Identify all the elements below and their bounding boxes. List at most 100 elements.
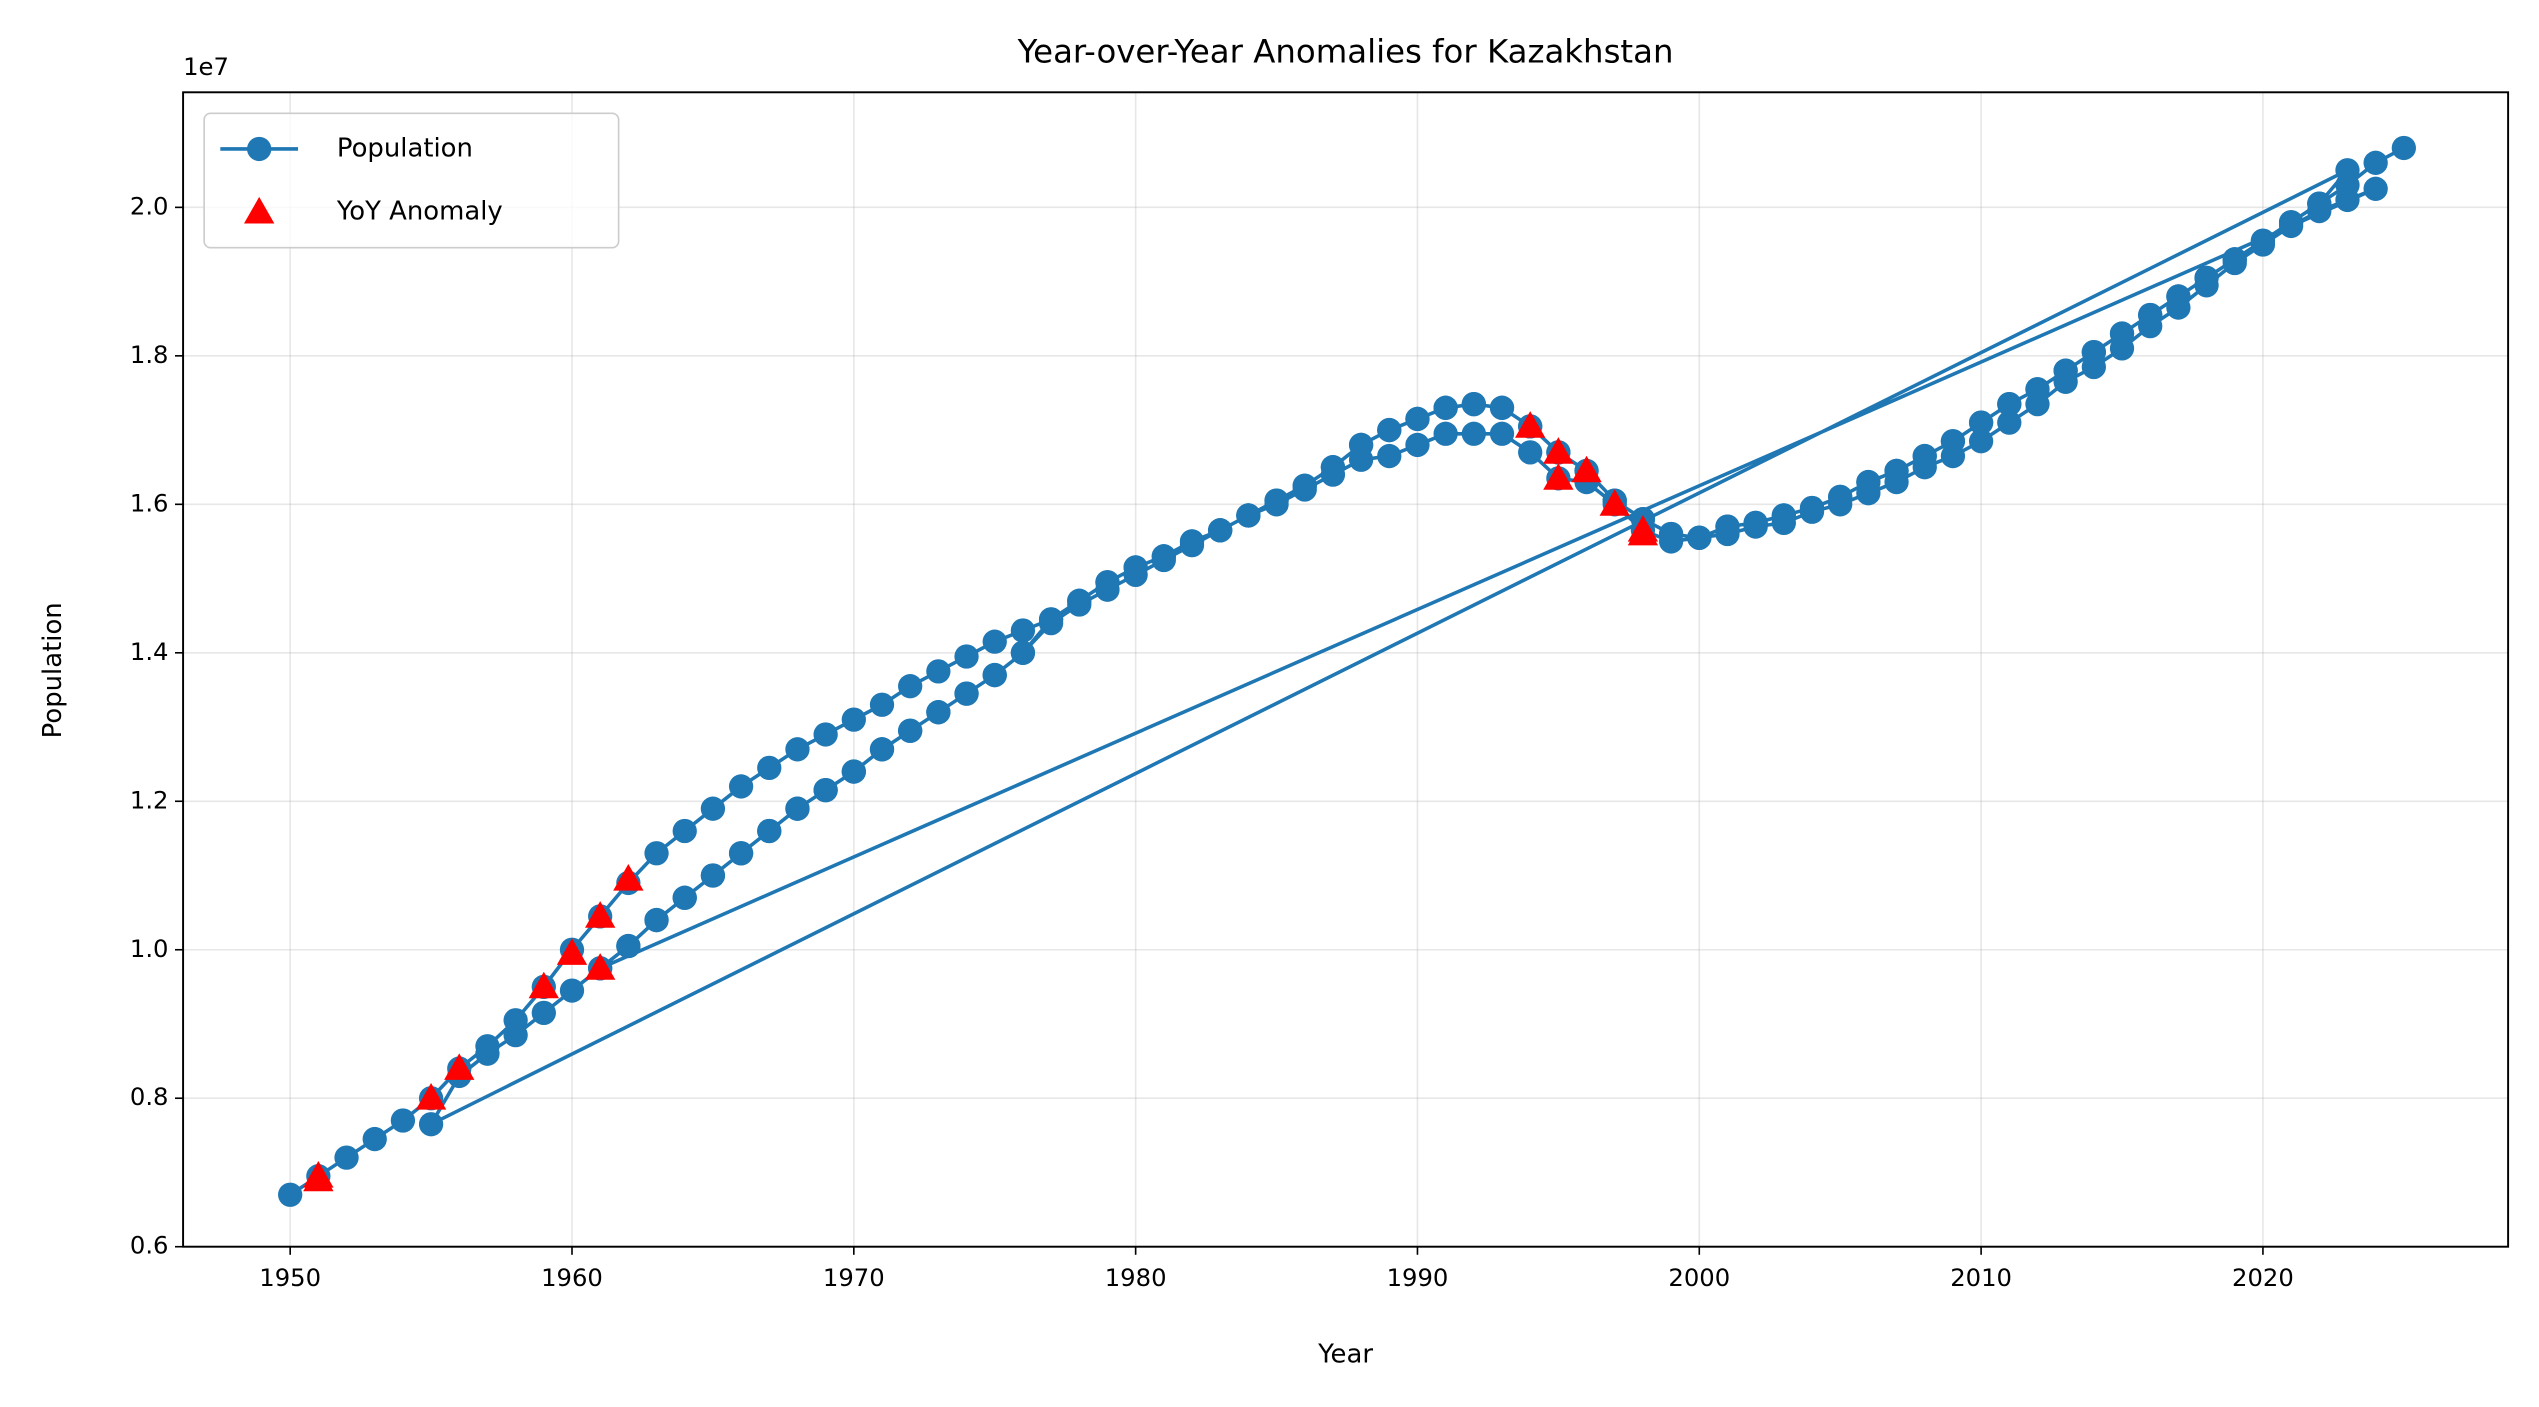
x-tick-label: 2000	[1668, 1263, 1730, 1292]
data-point	[1010, 618, 1036, 643]
data-point	[672, 885, 697, 910]
legend-marker	[247, 136, 272, 162]
data-point	[1461, 421, 1486, 446]
data-point	[869, 692, 895, 717]
data-point	[644, 907, 669, 933]
y-axis-label: Population	[38, 602, 68, 738]
x-tick-label: 1990	[1387, 1263, 1449, 1292]
data-point	[672, 818, 697, 844]
plot-frame	[182, 91, 2510, 1248]
data-point	[1658, 521, 1684, 547]
data-point	[2222, 247, 2247, 272]
data-point	[898, 674, 923, 699]
data-point	[503, 1022, 528, 1048]
data-point	[2166, 284, 2191, 309]
data-point	[982, 629, 1007, 654]
data-point	[2307, 191, 2332, 216]
data-point	[644, 841, 669, 866]
data-point	[1292, 473, 1317, 498]
data-point	[1377, 443, 1402, 469]
data-point	[1489, 395, 1515, 420]
y-tick-label: 2.0	[130, 191, 169, 220]
chart-title: Year-over-Year Anomalies for Kazakhstan	[1017, 32, 1674, 70]
anomaly-marker	[556, 938, 588, 965]
x-tick-label: 2010	[1950, 1263, 2012, 1292]
data-point	[1799, 495, 1825, 521]
anomaly-marker	[584, 953, 616, 980]
data-point	[1405, 432, 1430, 458]
data-point	[785, 737, 810, 762]
data-point	[1264, 488, 1289, 513]
x-tick-label: 1950	[259, 1263, 321, 1292]
data-point	[1208, 518, 1233, 543]
data-point	[334, 1145, 359, 1170]
data-point	[841, 759, 866, 784]
anomaly-marker	[444, 1053, 475, 1080]
data-point	[390, 1108, 416, 1133]
data-point	[1010, 640, 1036, 665]
data-point	[1940, 429, 1966, 454]
data-point	[982, 662, 1007, 688]
x-tick-label: 2020	[2232, 1263, 2294, 1292]
data-point	[1687, 525, 1712, 550]
y-tick-label: 1.6	[130, 488, 169, 517]
data-point	[1377, 417, 1402, 443]
anomaly-marker	[415, 1083, 447, 1110]
data-point	[1912, 443, 1937, 469]
data-point	[757, 755, 782, 781]
data-point	[2335, 172, 2360, 198]
data-point	[1433, 421, 1458, 446]
data-point	[869, 737, 895, 762]
data-point	[728, 841, 754, 866]
data-point	[1997, 410, 2022, 435]
data-point	[2363, 150, 2388, 175]
anomaly-marker	[1571, 455, 1602, 483]
data-point	[1095, 570, 1120, 595]
data-point	[1320, 455, 1346, 480]
data-point	[1997, 391, 2022, 417]
legend-label: Population	[337, 133, 473, 163]
legend-marker	[244, 196, 275, 224]
data-point	[1489, 421, 1515, 446]
data-point	[2053, 358, 2078, 383]
data-point	[1348, 432, 1374, 458]
data-point	[1968, 429, 1994, 454]
data-point	[926, 700, 951, 725]
data-point	[2109, 321, 2135, 346]
y-tick-label: 1.0	[130, 934, 169, 963]
data-point	[616, 933, 641, 959]
anomaly-marker	[584, 901, 616, 928]
anomaly-marker	[528, 971, 559, 999]
x-tick-label: 1960	[541, 1263, 603, 1292]
data-point	[954, 681, 979, 706]
x-tick-label: 1980	[1105, 1263, 1167, 1292]
y-tick-label: 1.2	[130, 785, 169, 814]
data-point	[1433, 395, 1458, 420]
data-point	[2363, 176, 2388, 201]
data-point	[1461, 391, 1486, 417]
data-point	[531, 1000, 556, 1025]
data-point	[700, 796, 726, 821]
legend-label: YoY Anomaly	[336, 197, 503, 227]
data-point	[813, 777, 838, 803]
y-tick-label: 1.8	[130, 340, 169, 369]
data-point	[362, 1126, 387, 1152]
data-point	[898, 718, 923, 743]
data-point	[1968, 410, 1994, 435]
legend-box	[203, 112, 620, 249]
data-point	[757, 818, 782, 844]
data-point	[1405, 406, 1430, 432]
anomaly-marker	[1543, 437, 1574, 464]
y-tick-label: 0.8	[130, 1082, 169, 1111]
data-point	[2194, 265, 2219, 291]
x-axis-label: Year	[1317, 1340, 1373, 1370]
data-point	[954, 644, 979, 669]
data-point	[2025, 377, 2050, 402]
data-point	[2138, 302, 2163, 328]
data-point	[559, 978, 585, 1003]
data-point	[1743, 510, 1768, 536]
data-point	[1123, 555, 1148, 580]
data-point	[841, 707, 866, 732]
data-point	[700, 863, 726, 888]
